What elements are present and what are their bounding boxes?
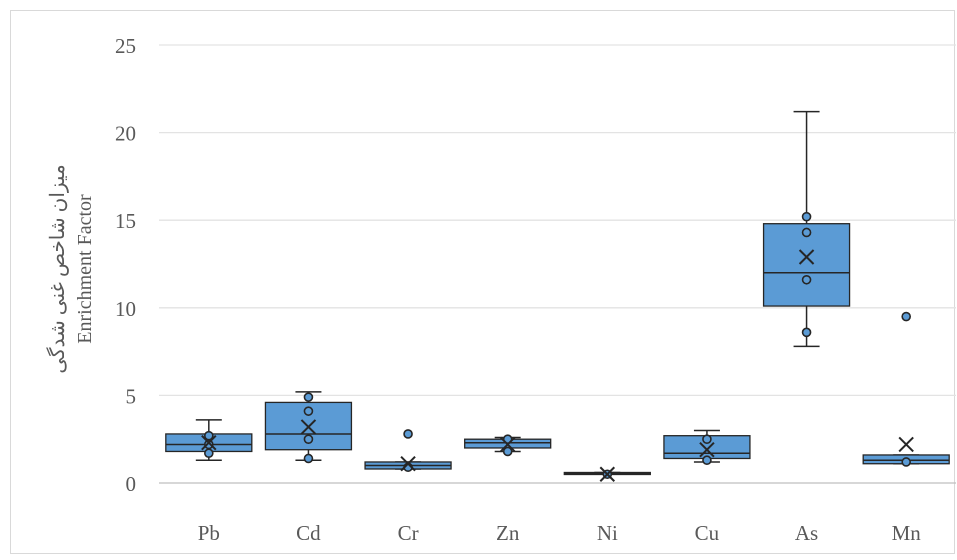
- y-tick-label: 0: [126, 472, 137, 496]
- box-cu: [663, 429, 751, 466]
- box-zn: [464, 434, 552, 457]
- box-ni: [563, 466, 651, 482]
- box-cd: [264, 391, 353, 464]
- x-tick-label: Cu: [695, 521, 720, 545]
- y-axis-label-persian: میزان شاخص غنی شدگی: [46, 164, 69, 373]
- x-tick-label: Cr: [398, 521, 419, 545]
- x-tick-label: Ni: [597, 521, 618, 545]
- box-mn: [862, 311, 950, 467]
- chart-frame: 0 5 10 15 20 25 Pb Cd Cr Zn Ni Cu As Mn میزان شاخص غ…: [10, 10, 956, 554]
- data-point: [303, 406, 314, 416]
- y-tick-label: 15: [115, 209, 136, 233]
- box-as: [762, 110, 851, 348]
- y-tick-label: 25: [115, 34, 136, 58]
- x-tick-label: Cd: [296, 521, 321, 545]
- box-pb: [165, 419, 253, 461]
- y-tick-labels: 0 5 10 15 20 25: [115, 34, 136, 496]
- data-point: [901, 311, 911, 322]
- data-point: [702, 455, 712, 466]
- box-plot-chart: 0 5 10 15 20 25 Pb Cd Cr Zn Ni Cu As Mn میزان شاخص غ…: [46, 34, 956, 545]
- data-point: [801, 327, 812, 338]
- x-tick-label: Zn: [496, 521, 520, 545]
- data-point: [303, 392, 314, 402]
- mean-marker: [499, 436, 516, 453]
- data-point: [303, 434, 314, 445]
- x-tick-label: Mn: [892, 521, 922, 545]
- data-point: [801, 274, 812, 285]
- data-point: [801, 211, 812, 222]
- mean-marker: [599, 466, 616, 482]
- iqr-box: [762, 223, 851, 307]
- data-point: [702, 434, 712, 445]
- data-point: [303, 453, 314, 464]
- y-tick-label: 20: [115, 122, 136, 146]
- x-tick-label: As: [795, 521, 818, 545]
- mean-marker: [699, 442, 715, 458]
- boxes: [165, 110, 950, 482]
- data-point: [801, 227, 812, 238]
- data-point: [502, 446, 513, 457]
- x-tick-label: Pb: [198, 521, 220, 545]
- x-tick-labels: Pb Cd Cr Zn Ni Cu As Mn: [198, 521, 922, 545]
- data-point: [204, 430, 214, 441]
- box-cr: [364, 429, 452, 473]
- gridlines: [159, 44, 956, 484]
- mean-marker: [898, 436, 914, 453]
- mean-marker: [300, 419, 317, 435]
- mean-marker: [201, 434, 217, 451]
- y-axis-label-english: Enrichment Factor: [74, 194, 96, 344]
- y-tick-label: 5: [126, 384, 137, 408]
- y-tick-label: 10: [115, 297, 136, 321]
- mean-marker: [400, 456, 416, 472]
- data-point: [403, 429, 413, 439]
- data-point: [204, 448, 214, 459]
- mean-marker: [798, 249, 815, 265]
- data-point: [901, 457, 911, 467]
